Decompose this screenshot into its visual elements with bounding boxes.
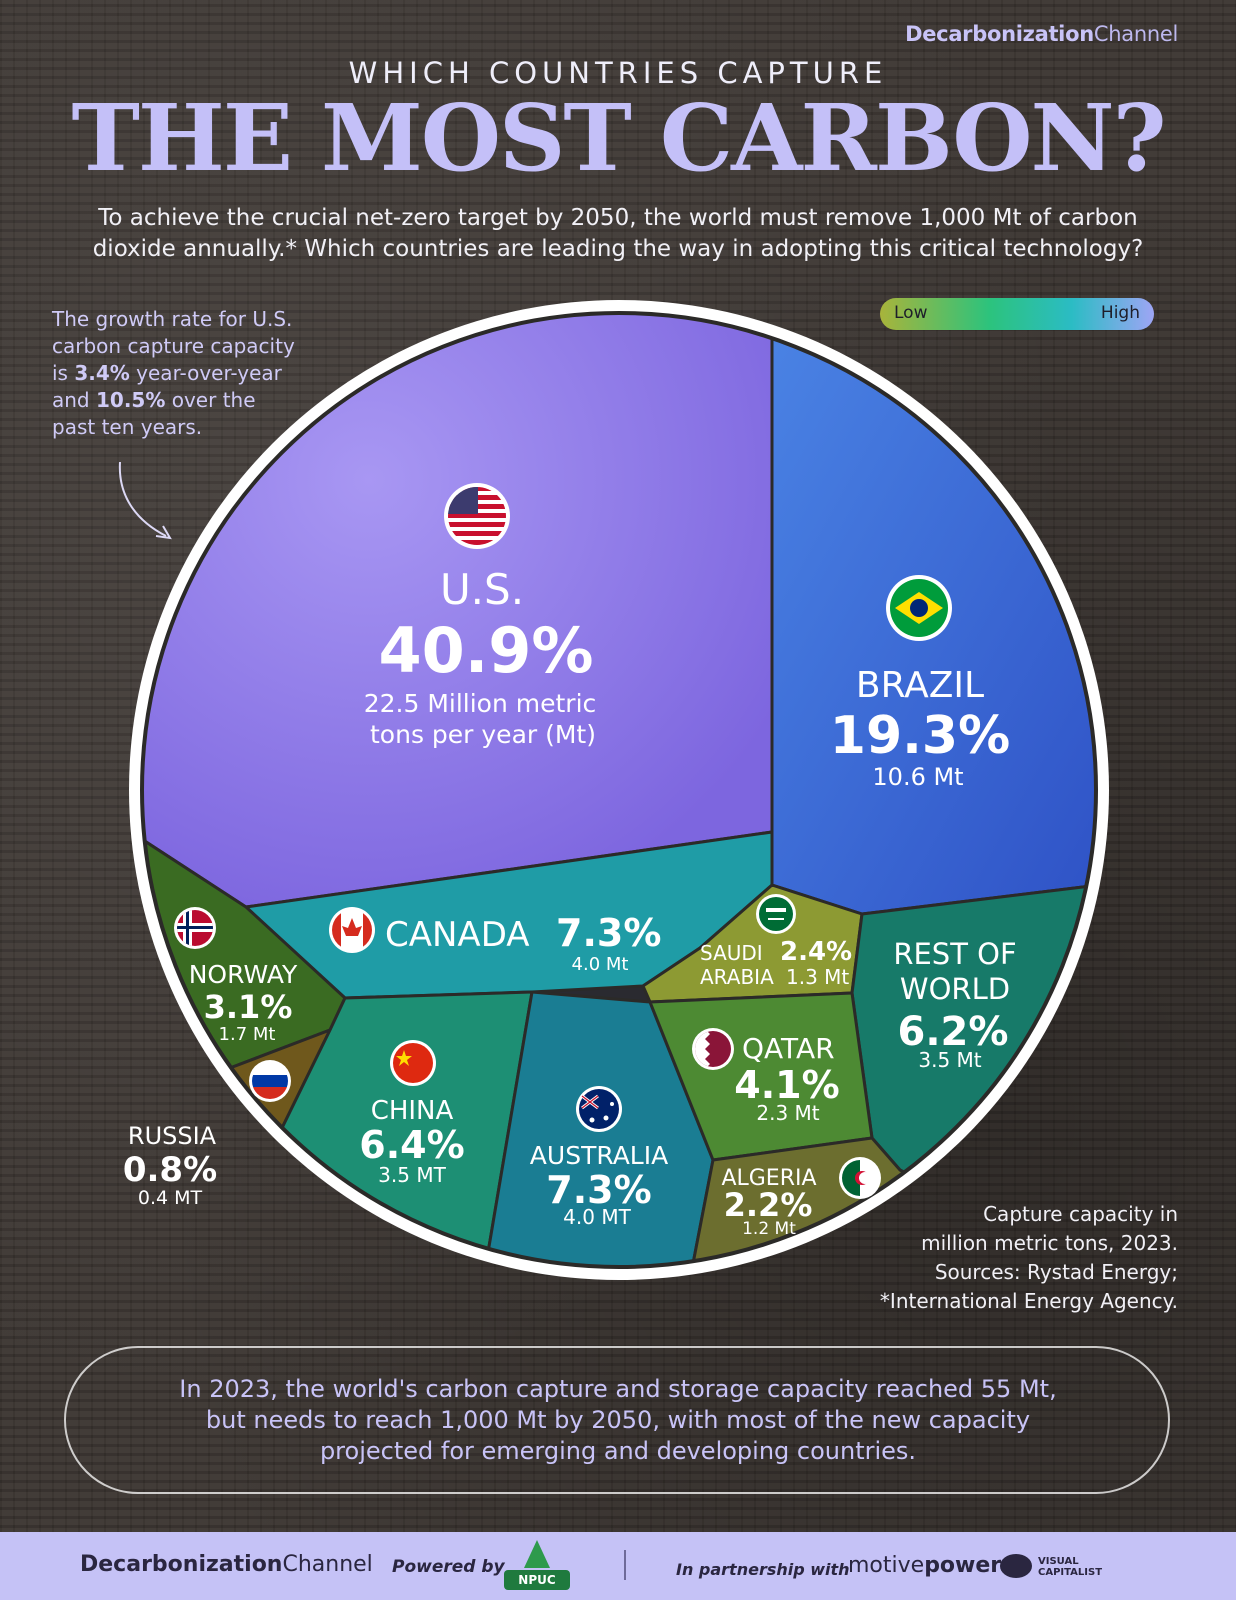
label-canada-pct: 7.3% <box>556 911 661 955</box>
footer-line-1: In 2023, the world's carbon capture and … <box>179 1375 1057 1403</box>
label-saudi-name-2: ARABIA <box>700 965 774 989</box>
note-arrowhead-icon <box>155 525 172 540</box>
label-algeria-name: ALGERIA <box>721 1166 816 1191</box>
flag-china-icon <box>390 1040 436 1086</box>
source-line-1: Capture capacity in <box>983 1202 1178 1226</box>
source-line-2: million metric tons, 2023. <box>921 1231 1178 1255</box>
label-norway-pct: 3.1% <box>204 988 293 1026</box>
label-us-val-2: tons per year (Mt) <box>370 720 596 749</box>
label-canada-val: 4.0 Mt <box>572 954 629 975</box>
label-russia-name: RUSSIA <box>128 1122 217 1150</box>
label-australia-pct: 7.3% <box>546 1168 651 1212</box>
brand-top: DecarbonizationChannel <box>905 22 1178 46</box>
label-us-pct: 40.9% <box>378 614 593 687</box>
label-russia-val: 0.4 MT <box>138 1187 203 1209</box>
vc-line-1: VISUAL <box>1038 1556 1079 1567</box>
chart-border <box>140 311 1098 1269</box>
flag-us-icon <box>444 483 510 549</box>
label-row-pct: 6.2% <box>898 1009 1009 1055</box>
label-brazil-val: 10.6 Mt <box>872 763 963 791</box>
flag-canada-icon <box>329 907 375 953</box>
footer-line-3: projected for emerging and developing co… <box>319 1437 917 1465</box>
label-saudi-name-1: SAUDI <box>700 941 763 965</box>
npuc-logo: NPUC <box>504 1540 570 1590</box>
headline: THE MOST CARBON? <box>71 84 1166 192</box>
legend-high: High <box>1100 303 1140 323</box>
color-legend: Low High <box>880 298 1154 330</box>
flag-brazil-icon <box>886 575 952 641</box>
bottom-brand-logo: DecarbonizationChannel <box>80 1552 373 1577</box>
partnership-label: In partnership with <box>676 1560 850 1579</box>
label-russia-pct: 0.8% <box>123 1150 217 1190</box>
flag-qatar-icon <box>692 1028 734 1070</box>
label-qatar-name: QATAR <box>742 1032 835 1065</box>
label-row-name-2: WORLD <box>900 972 1010 1006</box>
label-brazil-pct: 19.3% <box>830 706 1010 766</box>
label-norway-val: 1.7 Mt <box>219 1024 276 1045</box>
note-line-3: is 3.4% year-over-year <box>52 361 282 385</box>
label-australia-name: AUSTRALIA <box>530 1141 668 1170</box>
motivepower-logo: motivepower <box>848 1553 1002 1578</box>
label-china-val: 3.5 MT <box>378 1163 446 1187</box>
label-australia-val: 4.0 MT <box>563 1205 631 1229</box>
source-line-4: *International Energy Agency. <box>879 1289 1178 1313</box>
label-qatar-pct: 4.1% <box>734 1063 839 1107</box>
note-arrow-icon <box>118 461 167 537</box>
powered-by-label: Powered by <box>392 1557 505 1577</box>
label-algeria-val: 1.2 Mt <box>742 1219 796 1239</box>
note-line-2: carbon capture capacity <box>52 334 295 358</box>
visual-capitalist-logo: VISUAL CAPITALIST <box>1000 1552 1110 1582</box>
flag-algeria-icon <box>839 1157 881 1199</box>
note-line-5: past ten years. <box>52 415 203 439</box>
source-line-3: Sources: Rystad Energy; <box>934 1260 1178 1284</box>
label-row-val: 3.5 Mt <box>918 1048 981 1072</box>
intro-line-2: dioxide annually.* Which countries are l… <box>92 236 1144 262</box>
visual-capitalist-icon <box>1000 1554 1032 1578</box>
footer-line-2: but needs to reach 1,000 Mt by 2050, wit… <box>205 1406 1031 1434</box>
note-line-1: The growth rate for U.S. <box>52 307 293 331</box>
label-norway-name: NORWAY <box>189 960 298 989</box>
label-china-pct: 6.4% <box>359 1123 464 1167</box>
label-saudi-val: 1.3 Mt <box>786 965 849 989</box>
intro-line-1: To achieve the crucial net-zero target b… <box>98 205 1138 231</box>
label-row-name-1: REST OF <box>893 937 1016 971</box>
intro-text: To achieve the crucial net-zero target b… <box>60 203 1176 265</box>
source-note: Capture capacity in million metric tons,… <box>858 1200 1178 1316</box>
label-brazil-name: BRAZIL <box>856 665 984 706</box>
label-saudi-pct: 2.4% <box>780 937 852 967</box>
flag-saudi-arabia-icon <box>756 894 796 934</box>
kicker: WHICH COUNTRIES CAPTURE <box>348 56 888 90</box>
footer-callout <box>64 1346 1170 1494</box>
legend-low: Low <box>894 303 928 323</box>
vc-line-2: CAPITALIST <box>1038 1567 1103 1578</box>
growth-note: The growth rate for U.S. carbon capture … <box>52 306 332 441</box>
footer-text: In 2023, the world's carbon capture and … <box>80 1374 1156 1467</box>
label-us-name: U.S. <box>440 565 524 614</box>
npuc-label: NPUC <box>504 1570 570 1590</box>
note-line-4: and 10.5% over the <box>52 388 256 412</box>
label-us-val-1: 22.5 Million metric <box>364 689 597 718</box>
label-qatar-val: 2.3 Mt <box>756 1101 819 1125</box>
flag-russia-icon <box>249 1060 291 1102</box>
flag-norway-icon <box>174 907 216 949</box>
tree-icon <box>524 1540 550 1568</box>
flag-australia-icon <box>576 1086 622 1132</box>
label-algeria-pct: 2.2% <box>724 1186 813 1224</box>
label-canada-name: CANADA <box>385 915 530 955</box>
bottom-divider <box>624 1550 626 1580</box>
label-china-name: CHINA <box>371 1096 454 1126</box>
